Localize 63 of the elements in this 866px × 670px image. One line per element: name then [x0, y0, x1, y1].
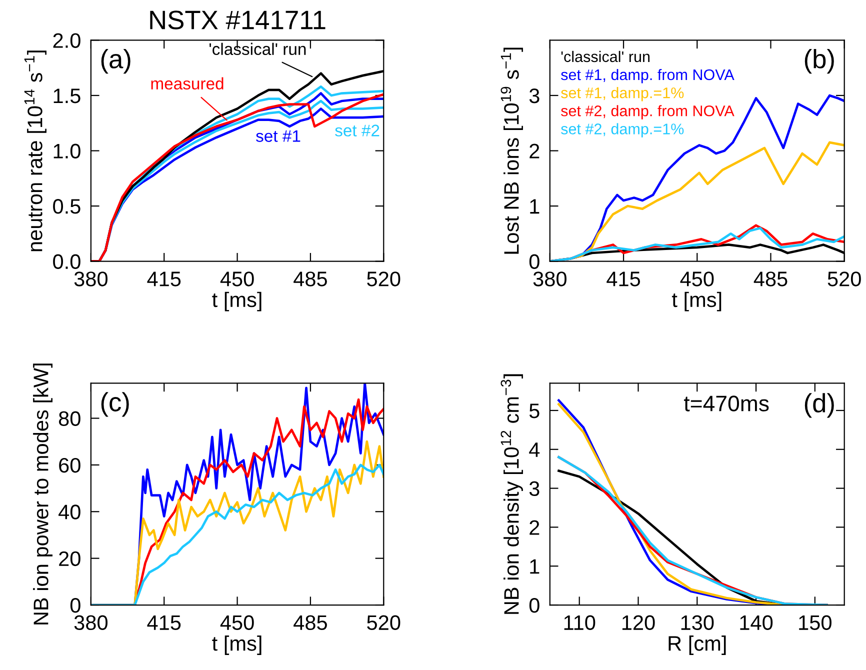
x-axis-title: R [cm] [668, 636, 726, 655]
x-tick-label: 450 [680, 272, 714, 286]
x-tick-label: 110 [564, 615, 596, 630]
x-tick-label: 485 [294, 615, 327, 630]
annotation: (c) [101, 392, 129, 417]
series-label: set #1, damp. from NOVA [561, 68, 734, 84]
y-axis-title: NB ion power to modes [kW] [33, 364, 52, 624]
y-tick-label: 0.5 [53, 199, 80, 214]
x-tick-label: 150 [799, 615, 832, 630]
y-tick-label: 2.0 [53, 33, 80, 48]
y-tick-label: 80 [58, 411, 80, 426]
y-tick-label: 1 [530, 199, 540, 214]
y-tick-label: 4 [529, 442, 540, 457]
y-tick-label: 0 [529, 254, 540, 270]
x-tick-label: 450 [220, 615, 254, 630]
x-axis-title: t [ms] [212, 292, 262, 312]
y-tick-label: 3 [529, 88, 540, 104]
text: set #1, damp.=1% [561, 87, 684, 102]
x-tick-label: 380 [74, 615, 108, 630]
x-tick-label: 520 [367, 615, 400, 630]
y-tick-label: 1.0 [54, 144, 80, 159]
legend-label: 'classical' run [561, 50, 650, 62]
x-tick-label: 450 [220, 272, 254, 286]
y-tick-label: 3 [529, 481, 540, 496]
y-tick-label: 1 [530, 559, 540, 574]
x-tick-label: 415 [147, 615, 181, 630]
y-axis-title: NB ion density [10$^{12}$ cm$^{−3}$] [500, 374, 523, 614]
y-tick-label: 0 [529, 598, 540, 613]
x-tick-label: 130 [681, 615, 714, 630]
text: set #2, damp.=1% [561, 123, 684, 138]
annotation: (b) [804, 49, 834, 74]
x-tick-label: 415 [606, 272, 640, 286]
y-tick-label: 40 [58, 504, 80, 520]
y-axis-title: neutron rate [10$^{14}$ s$^{−1}$] [24, 50, 46, 252]
x-tick-label: 485 [294, 272, 327, 286]
x-tick-label: 520 [367, 272, 400, 286]
chart-title: NSTX #141711 [150, 10, 326, 30]
text: set #2, damp. from NOVA [561, 105, 734, 120]
annotation: set #1 [256, 130, 300, 142]
annotation: (a) [101, 49, 130, 74]
annotation: set #2 [335, 124, 380, 136]
x-axis-title: t [ms] [672, 292, 722, 312]
x-tick-label: 120 [622, 615, 655, 630]
x-axis-title: t [ms] [212, 636, 262, 655]
x-tick-label: 140 [740, 615, 773, 630]
annotation: measured [151, 77, 224, 90]
y-axis-title: Lost NB ions [10$^{19}$ s$^{−1}$] [500, 48, 523, 254]
annotation: t=470ms [684, 396, 769, 412]
x-tick-label: 485 [754, 272, 788, 286]
y-tick-label: 1.5 [54, 88, 80, 104]
annotation: 'classical' run [210, 42, 306, 56]
x-tick-label: 380 [533, 272, 566, 286]
y-tick-label: 0 [70, 598, 80, 613]
x-tick-label: 415 [147, 272, 181, 286]
y-tick-label: 60 [59, 458, 80, 473]
x-tick-label: 520 [828, 272, 861, 286]
y-tick-label: 2 [530, 144, 540, 158]
annotation: (d) [804, 393, 834, 418]
y-tick-label: 0.0 [53, 254, 80, 270]
y-tick-label: 2 [530, 520, 540, 535]
y-tick-label: 5 [529, 404, 540, 418]
y-tick-label: 20 [59, 551, 80, 566]
x-tick-label: 380 [74, 272, 108, 286]
